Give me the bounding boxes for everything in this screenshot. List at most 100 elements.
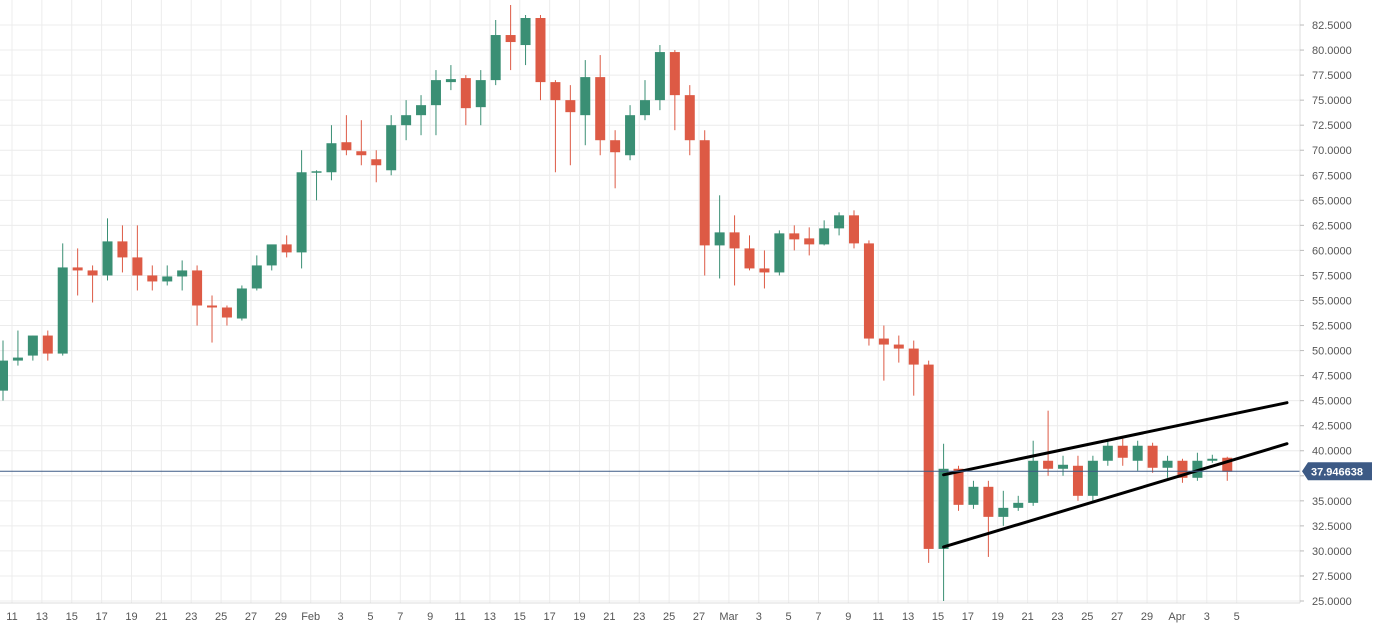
x-tick-label: 25: [1081, 611, 1093, 623]
x-tick-label: 21: [603, 611, 615, 623]
candle-down: [147, 275, 158, 282]
candle-down: [669, 52, 680, 96]
candle-down: [908, 348, 919, 365]
candle-up: [445, 79, 456, 83]
candle-up: [296, 172, 307, 253]
x-tick-label: 23: [185, 611, 197, 623]
x-tick-label: 17: [544, 611, 556, 623]
x-tick-label: 15: [66, 611, 78, 623]
y-tick-label: 77.5000: [1312, 70, 1352, 82]
y-tick-label: 45.0000: [1312, 396, 1352, 408]
candle-down: [356, 151, 367, 156]
candle-down: [1043, 460, 1054, 469]
candle-up: [251, 265, 262, 289]
x-tick-label: 11: [873, 611, 884, 623]
x-tick-label: 19: [992, 611, 1004, 623]
candle-down: [878, 338, 889, 345]
y-tick-label: 50.0000: [1312, 346, 1352, 358]
candle-up: [311, 171, 322, 173]
x-tick-label: 11: [6, 611, 17, 623]
current-price-label: 37.946638: [1311, 466, 1363, 478]
candle-up: [0, 360, 8, 391]
x-tick-label: 23: [1051, 611, 1063, 623]
x-tick-label: 9: [845, 611, 851, 623]
x-tick-label: 15: [514, 611, 526, 623]
x-tick-label: 15: [932, 611, 944, 623]
candle-up: [1207, 458, 1218, 461]
current-price-tag: 37.946638: [1302, 462, 1372, 481]
candle-down: [207, 305, 218, 308]
current-price-tag-shape: [1302, 462, 1372, 481]
candle-down: [1117, 445, 1128, 458]
x-tick-label: 25: [215, 611, 227, 623]
candle-down: [923, 364, 934, 549]
candle-up: [266, 244, 277, 266]
candle-up: [774, 233, 785, 273]
candle-down: [610, 140, 621, 153]
y-tick-label: 65.0000: [1312, 195, 1352, 207]
candle-up: [968, 486, 979, 505]
candle-up: [430, 80, 441, 106]
candle-up: [162, 276, 173, 282]
x-tick-label: 11: [454, 611, 465, 623]
candle-up: [326, 143, 337, 173]
candle-up: [625, 115, 636, 156]
y-tick-label: 75.0000: [1312, 95, 1352, 107]
y-tick-label: 70.0000: [1312, 145, 1352, 157]
candle-up: [57, 267, 68, 354]
candle-up: [654, 52, 665, 101]
candle-down: [87, 270, 98, 276]
trendline: [942, 401, 1289, 477]
trendline: [942, 442, 1289, 549]
candle-up: [416, 105, 427, 116]
x-tick-label: 27: [693, 611, 705, 623]
candle-up: [236, 288, 247, 319]
x-tick-label: 17: [962, 611, 974, 623]
grid-lines: [0, 0, 1300, 603]
candle-up: [1028, 460, 1039, 503]
x-tick-label: 29: [1141, 611, 1153, 623]
candles-layer: [0, 4, 1233, 601]
candle-up: [27, 335, 38, 356]
candle-down: [550, 82, 561, 101]
y-tick-label: 72.5000: [1312, 120, 1352, 132]
candle-down: [699, 140, 710, 246]
candle-down: [729, 232, 740, 249]
candle-down: [804, 238, 815, 245]
y-tick-label: 62.5000: [1312, 220, 1352, 232]
y-tick-label: 82.5000: [1312, 20, 1352, 32]
x-tick-label: 27: [1111, 611, 1123, 623]
x-tick-label: 13: [484, 611, 496, 623]
candle-down: [72, 267, 83, 271]
candle-up: [490, 35, 501, 81]
candle-up: [1102, 445, 1113, 461]
candle-down: [983, 486, 994, 517]
x-tick-label: 3: [1204, 611, 1210, 623]
y-tick-label: 55.0000: [1312, 295, 1352, 307]
x-tick-label: 3: [338, 611, 344, 623]
candle-down: [132, 257, 143, 276]
x-tick-label: 3: [756, 611, 762, 623]
price-axis: 82.5000 80.0000 77.5000 75.0000 72.5000 70.00…: [1300, 20, 1352, 608]
candle-up: [1132, 445, 1143, 461]
candle-down: [505, 35, 516, 43]
candle-down: [953, 468, 964, 505]
y-tick-label: 25.0000: [1312, 596, 1352, 608]
x-tick-label: 5: [1234, 611, 1240, 623]
candle-up: [834, 215, 845, 229]
candle-down: [863, 243, 874, 339]
candle-up: [12, 357, 23, 361]
x-tick-label: 21: [1021, 611, 1033, 623]
candle-down: [1222, 457, 1233, 472]
x-tick-label: 23: [633, 611, 645, 623]
candle-down: [789, 233, 800, 240]
y-tick-label: 80.0000: [1312, 45, 1352, 57]
y-tick-label: 30.0000: [1312, 546, 1352, 558]
y-tick-label: 32.5000: [1312, 521, 1352, 533]
candle-up: [1013, 502, 1024, 508]
x-tick-label: 9: [427, 611, 433, 623]
candle-up: [386, 125, 397, 171]
y-tick-label: 57.5000: [1312, 270, 1352, 282]
candle-down: [281, 244, 292, 253]
